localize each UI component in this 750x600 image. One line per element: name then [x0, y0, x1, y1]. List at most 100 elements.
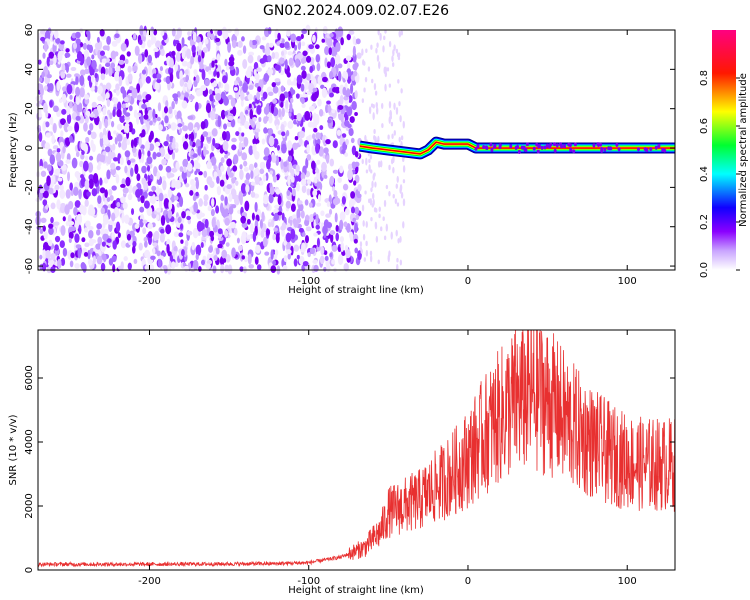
noise-cell — [292, 214, 297, 219]
noise-cell — [204, 78, 210, 87]
noise-cell — [259, 168, 265, 175]
noise-cell — [402, 120, 405, 129]
noise-cell — [150, 193, 156, 205]
noise-cell — [96, 104, 103, 114]
noise-cell — [206, 31, 211, 38]
noise-cell — [509, 144, 513, 149]
noise-cell — [387, 254, 390, 263]
snr-x-ticks: -200 -100 0 100 — [138, 330, 637, 587]
noise-cell — [290, 33, 297, 43]
noise-cell — [301, 178, 307, 186]
noise-cell — [599, 142, 603, 147]
noise-cell — [288, 112, 292, 117]
noise-cell — [56, 199, 61, 210]
noise-cell — [40, 170, 47, 177]
noise-cell — [270, 265, 277, 273]
noise-cell — [269, 186, 275, 195]
noise-cell — [263, 116, 268, 124]
noise-cell — [267, 55, 272, 63]
noise-cell — [106, 57, 111, 63]
noise-cell — [216, 71, 220, 79]
noise-cell — [46, 175, 51, 187]
noise-cell — [179, 196, 184, 208]
noise-cell — [113, 130, 117, 135]
noise-cell — [161, 252, 167, 257]
noise-cell — [120, 42, 127, 52]
noise-cell — [214, 143, 219, 149]
noise-cell — [323, 230, 327, 239]
spectrogram-x-tick-label: 100 — [618, 276, 637, 287]
noise-cell — [517, 149, 521, 154]
noise-cell — [390, 231, 393, 240]
spectrogram-y-ticks: -60 -40 -20 0 20 40 60 — [24, 24, 675, 274]
noise-cell — [135, 189, 141, 198]
noise-cell — [37, 59, 42, 65]
noise-cell — [537, 143, 541, 148]
noise-cell — [289, 215, 293, 221]
spectrogram-x-tick-label: -200 — [138, 276, 161, 287]
noise-cell — [124, 112, 131, 117]
noise-cell — [365, 221, 368, 228]
noise-cell — [64, 52, 71, 58]
noise-cell — [364, 134, 367, 142]
noise-cell — [485, 145, 489, 150]
noise-cell — [59, 240, 65, 249]
noise-cell — [118, 59, 125, 65]
noise-cell — [600, 148, 604, 153]
noise-cell — [116, 101, 122, 112]
noise-cell — [269, 170, 273, 175]
noise-cell — [378, 61, 381, 70]
noise-cell — [343, 221, 348, 228]
noise-cell — [75, 31, 81, 39]
noise-cell — [47, 148, 53, 157]
noise-cell — [87, 130, 92, 136]
noise-cell — [153, 28, 158, 36]
noise-cell — [178, 232, 184, 238]
noise-cell — [57, 258, 62, 269]
noise-cell — [268, 91, 274, 97]
noise-cell — [255, 244, 261, 254]
noise-cell — [94, 42, 101, 50]
noise-cell — [354, 90, 358, 99]
noise-cell — [281, 107, 285, 118]
snr-y-tick-label: 4000 — [24, 429, 35, 454]
noise-cell — [156, 152, 162, 158]
noise-cell — [284, 58, 288, 70]
noise-cell — [293, 258, 298, 267]
noise-cell — [370, 44, 373, 50]
noise-cell — [121, 212, 125, 224]
noise-cell — [384, 29, 387, 34]
noise-cell — [290, 203, 296, 212]
noise-cell — [320, 84, 325, 90]
noise-cell — [195, 253, 199, 261]
noise-cell — [337, 63, 343, 69]
noise-cell — [228, 60, 235, 67]
noise-cell — [256, 120, 261, 130]
noise-cell — [274, 118, 280, 127]
noise-cell — [520, 145, 524, 150]
noise-cell — [315, 143, 320, 154]
noise-cell — [224, 208, 229, 217]
noise-cell — [395, 183, 398, 189]
noise-cell — [318, 109, 324, 117]
noise-cell — [220, 165, 225, 172]
noise-cell — [220, 194, 225, 202]
noise-cell — [188, 94, 195, 100]
noise-cell — [147, 180, 152, 186]
noise-cell — [190, 55, 195, 65]
noise-cell — [476, 144, 480, 149]
noise-cell — [323, 219, 329, 229]
noise-cell — [147, 222, 153, 229]
noise-cell — [244, 200, 250, 212]
colorbar-label: Normalized spectral amplitude — [738, 73, 749, 227]
noise-cell — [402, 179, 406, 184]
noise-cell — [281, 143, 287, 154]
noise-cell — [365, 169, 369, 174]
noise-cell — [345, 249, 351, 259]
noise-cell — [101, 241, 106, 247]
noise-cell — [363, 257, 367, 262]
noise-cell — [315, 213, 319, 225]
noise-cell — [332, 140, 338, 149]
noise-cell — [243, 160, 248, 167]
noise-cell — [182, 158, 189, 168]
